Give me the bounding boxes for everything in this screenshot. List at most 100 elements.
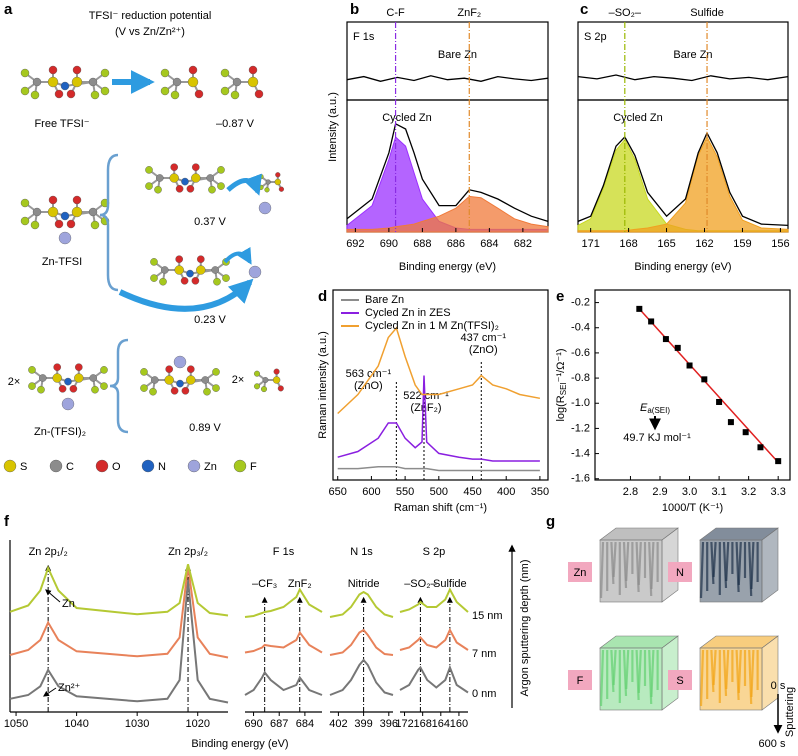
diagram-title: TFSI⁻ reduction potential (89, 10, 212, 22)
depth-axis-label: Argon sputtering depth (nm) (519, 560, 531, 697)
cube-texture (637, 649, 642, 694)
cube-texture (637, 541, 642, 586)
y-axis-label-part: SEI (559, 382, 568, 395)
atom (145, 182, 153, 190)
point (636, 305, 643, 312)
atom (275, 172, 281, 178)
atom (61, 397, 75, 411)
atom (201, 376, 209, 384)
legend-label: N (158, 461, 166, 473)
spectrum-line (399, 664, 469, 694)
atom (66, 89, 76, 99)
legend-label: Bare Zn (365, 294, 404, 306)
peak-label: 563 cm⁻¹ (346, 368, 392, 380)
x-axis-label: Binding energy (eV) (634, 261, 731, 273)
legend-atom (187, 459, 201, 473)
peak-label: 437 cm⁻¹ (461, 332, 507, 344)
atom (64, 377, 72, 386)
panel-letter: d (318, 288, 327, 305)
spectrum-line (329, 628, 394, 656)
atom (188, 65, 198, 75)
spectrum-line (244, 630, 323, 654)
legend-atom (233, 459, 247, 473)
cube-texture (712, 541, 717, 578)
legend-label: F (250, 461, 257, 473)
spectrum-line (9, 566, 229, 659)
panel-letter: e (556, 288, 564, 305)
atom (150, 274, 158, 282)
x-tick-label: 156 (771, 238, 789, 250)
atom (47, 206, 59, 218)
atom (277, 385, 284, 392)
multiplier: 2× (8, 376, 21, 388)
x-tick-label: 3.0 (682, 486, 697, 498)
atom (159, 277, 167, 286)
potential: 0.23 V (194, 314, 226, 326)
atom (145, 166, 153, 174)
y-axis-label: log(RSEI⁻¹/Ω⁻¹) (555, 348, 568, 421)
peak-label: 522 cm⁻¹ (403, 390, 449, 402)
atom (191, 276, 200, 285)
atom (186, 184, 195, 193)
depth-label: 7 nm (472, 648, 496, 660)
depth-label: 0 nm (472, 688, 496, 700)
cube-texture (699, 649, 705, 707)
y-axis-label: Raman intensity (a.u.) (317, 331, 329, 439)
x-tick-label: 400 (497, 486, 515, 498)
diagram-subtitle: (V vs Zn/Zn²⁺) (115, 26, 185, 38)
spectrum-line (346, 75, 549, 82)
annotation: Zn²⁺ (58, 682, 81, 694)
cube-texture (710, 541, 715, 585)
marker-label: C-F (386, 7, 405, 19)
legend-label: Zn (204, 461, 217, 473)
atom (90, 90, 100, 100)
x-tick-label: 350 (531, 486, 549, 498)
atom (174, 265, 184, 275)
atom (20, 86, 30, 96)
subplot-frame (346, 21, 549, 101)
element-badge (568, 562, 592, 582)
point (757, 444, 764, 451)
legend-atom (49, 459, 63, 473)
y-axis-label: Intensity (a.u.) (327, 92, 339, 162)
peak-assignment: (ZnO) (469, 344, 498, 356)
atom (20, 216, 30, 226)
spectrum-line (244, 670, 323, 696)
marker-label: –SO₂– (609, 7, 642, 19)
cube-texture (725, 649, 730, 690)
atom (39, 374, 47, 382)
x-tick-label: 1020 (185, 718, 209, 730)
annotation-arrow (45, 589, 61, 603)
x-tick-label: 500 (430, 486, 448, 498)
point (775, 458, 782, 465)
x-tick-label: 3.1 (711, 486, 726, 498)
atom (100, 68, 110, 78)
subplot-label: Cycled Zn (382, 112, 432, 124)
cube-texture (612, 541, 617, 578)
x-tick-label: 450 (463, 486, 481, 498)
y-tick-label: -0.4 (571, 322, 590, 334)
cube-texture (612, 649, 617, 686)
cube-texture (610, 541, 615, 585)
atom (37, 385, 45, 394)
spectrum-line (337, 326, 541, 415)
spectrum-line (399, 627, 469, 651)
row-label: Zn-(TFSI)₂ (34, 426, 86, 438)
element-label: N (676, 567, 684, 579)
legend-label: Cycled Zn in ZES (365, 307, 451, 319)
cube-texture (712, 649, 717, 686)
spectrum-line (346, 122, 549, 223)
atom (100, 382, 108, 390)
atom (230, 90, 240, 100)
atom (208, 185, 216, 194)
marker-label: Nitride (348, 578, 380, 590)
spectrum-line (399, 587, 469, 613)
spectrum-line (9, 579, 229, 704)
panel-letter: g (546, 513, 555, 530)
peak-assignment: (ZnO) (354, 380, 383, 392)
atom (217, 182, 225, 190)
x-tick-label: 684 (296, 718, 314, 730)
atom (47, 76, 59, 88)
x-tick-label: 690 (380, 238, 398, 250)
atom (20, 198, 30, 208)
